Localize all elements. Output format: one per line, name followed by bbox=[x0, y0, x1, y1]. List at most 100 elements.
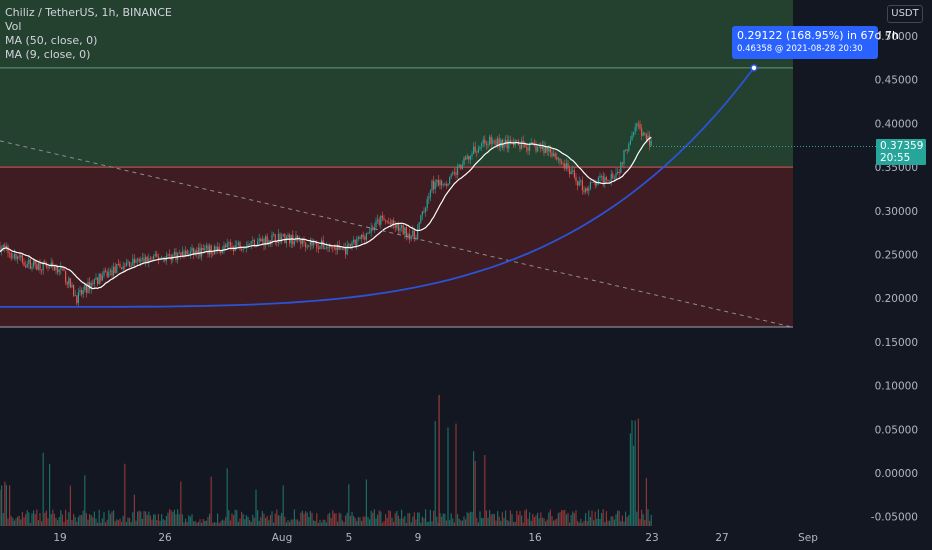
candle-body bbox=[386, 221, 388, 223]
candle-body bbox=[319, 246, 321, 250]
candle-body bbox=[325, 247, 327, 249]
candle-body bbox=[633, 131, 635, 136]
volume-bar bbox=[89, 514, 91, 526]
volume-bar bbox=[647, 509, 649, 526]
volume-bar bbox=[311, 512, 313, 526]
volume-bar bbox=[413, 512, 415, 526]
candle-body bbox=[81, 290, 83, 295]
volume-bar bbox=[309, 511, 311, 526]
candle-body bbox=[82, 289, 84, 295]
volume-bar bbox=[527, 518, 529, 526]
candle-body bbox=[529, 142, 531, 151]
projection-point bbox=[750, 64, 758, 72]
ma9-indicator-label[interactable]: MA (9, close, 0) bbox=[5, 48, 91, 61]
candle-body bbox=[87, 281, 89, 293]
candle-body bbox=[21, 255, 23, 263]
candle-body bbox=[377, 219, 379, 221]
volume-bar bbox=[333, 513, 335, 526]
candle-body bbox=[477, 148, 479, 153]
volume-bar bbox=[610, 516, 612, 526]
candle-body bbox=[317, 247, 319, 250]
candle-body bbox=[281, 236, 283, 242]
volume-bar bbox=[354, 518, 356, 526]
ma50-indicator-label[interactable]: MA (50, close, 0) bbox=[5, 34, 98, 47]
volume-bar bbox=[2, 513, 4, 526]
volume-bar bbox=[253, 517, 255, 526]
volume-bar bbox=[575, 510, 577, 526]
candle-body bbox=[9, 252, 11, 254]
currency-button[interactable]: USDT bbox=[887, 5, 923, 23]
volume-bar bbox=[213, 522, 215, 526]
candle-body bbox=[457, 166, 459, 175]
overlay-lines bbox=[0, 64, 876, 328]
y-tick-label: 0.35000 bbox=[875, 162, 918, 174]
volume-bar bbox=[410, 522, 412, 526]
candle-countdown: 20:55 bbox=[880, 152, 911, 164]
volume-bar bbox=[218, 522, 220, 526]
volume-bar bbox=[221, 519, 223, 526]
volume-bar bbox=[335, 513, 337, 526]
volume-bar bbox=[369, 519, 371, 526]
volume-bar bbox=[375, 518, 377, 526]
candle-body bbox=[341, 248, 343, 250]
volume-bar bbox=[173, 509, 175, 526]
volume-bar bbox=[473, 451, 475, 526]
volume-bar bbox=[373, 509, 375, 526]
candle-body bbox=[599, 176, 601, 178]
volume-bar bbox=[47, 518, 49, 526]
candle-body bbox=[453, 172, 455, 174]
candle-body bbox=[429, 190, 431, 198]
volume-bar bbox=[92, 517, 94, 526]
position-zones bbox=[0, 0, 793, 328]
candle-body bbox=[602, 175, 604, 184]
volume-bar bbox=[207, 517, 209, 526]
candle-body bbox=[284, 233, 286, 244]
candle-body bbox=[481, 143, 483, 147]
y-tick-label: 0.00000 bbox=[875, 468, 918, 480]
volume-bar bbox=[188, 515, 190, 526]
candle-body bbox=[10, 253, 12, 259]
measure-target-text: 0.46358 @ 2021-08-28 20:30 bbox=[737, 44, 863, 54]
candle-body bbox=[404, 227, 406, 235]
candle-body bbox=[567, 163, 569, 169]
candle-body bbox=[69, 278, 71, 288]
candle-body bbox=[244, 247, 246, 249]
candle-body bbox=[497, 138, 499, 146]
candle-body bbox=[460, 164, 462, 169]
volume-bar bbox=[313, 520, 315, 526]
volume-bar bbox=[522, 522, 524, 526]
volume-bar bbox=[84, 475, 86, 526]
volume-bar bbox=[250, 521, 252, 526]
candle-body bbox=[76, 295, 78, 304]
volume-bar bbox=[588, 510, 590, 526]
candle-body bbox=[29, 259, 31, 269]
candle-body bbox=[581, 180, 583, 191]
volume-bar bbox=[463, 516, 465, 526]
volume-bar bbox=[73, 513, 75, 526]
candle-body bbox=[277, 233, 279, 243]
vol-indicator-label[interactable]: Vol bbox=[5, 20, 22, 33]
chart-legend: Chiliz / TetherUS, 1h, BINANCE Vol MA (5… bbox=[5, 6, 172, 62]
candle-body bbox=[204, 248, 206, 251]
candle-body bbox=[559, 158, 561, 162]
candle-body bbox=[381, 215, 383, 218]
volume-bar bbox=[151, 519, 153, 526]
volume-bar bbox=[415, 519, 417, 526]
volume-bar bbox=[132, 512, 134, 526]
volume-bar bbox=[79, 514, 81, 526]
volume-bar bbox=[66, 519, 68, 526]
volume-bar bbox=[82, 510, 84, 526]
candle-body bbox=[578, 181, 580, 186]
candle-body bbox=[31, 266, 33, 269]
candle-body bbox=[423, 211, 425, 213]
candle-body bbox=[556, 157, 558, 160]
volume-bar bbox=[452, 518, 454, 526]
volume-bar bbox=[636, 511, 638, 526]
symbol-title[interactable]: Chiliz / TetherUS, 1h, BINANCE bbox=[5, 6, 172, 19]
volume-bar bbox=[545, 521, 547, 526]
volume-bar bbox=[172, 512, 174, 526]
candle-body bbox=[135, 260, 137, 264]
candle-body bbox=[17, 256, 19, 259]
volume-bar bbox=[492, 513, 494, 526]
